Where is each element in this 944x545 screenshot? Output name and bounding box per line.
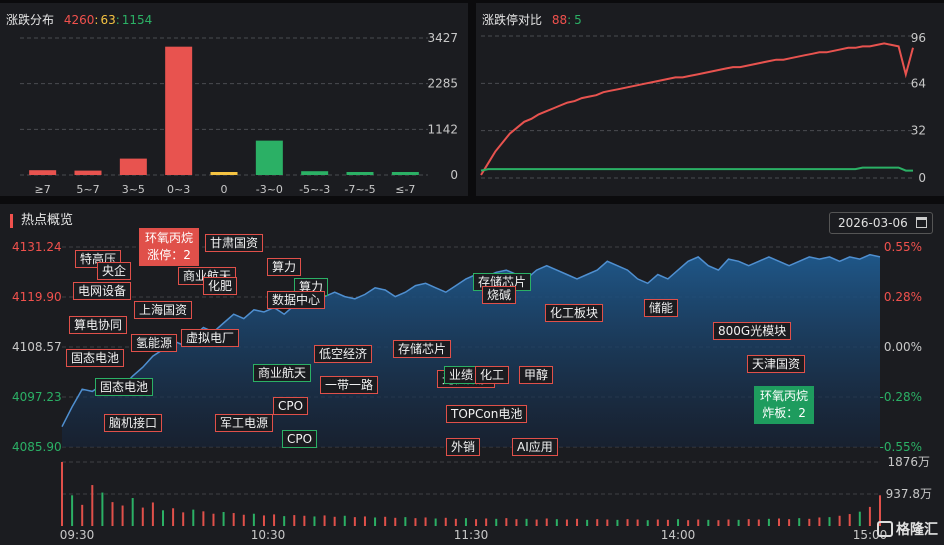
time-tick-label: 10:30 [251, 528, 286, 542]
limit-title: 涨跌停对比 [482, 13, 543, 27]
volume-tick-label: 937.8万 [886, 487, 932, 501]
hot-tag[interactable]: 业绩 [444, 366, 479, 384]
distribution-bar-chart: 3427 2285 1142 0 ≥7 5~7 3~5 0~3 0 -3~0 -5~-3 -7~-5 ≤… [20, 31, 458, 196]
hot-tag[interactable]: 算电协同 [69, 316, 128, 334]
rise-fall-distribution-panel: 涨跌分布 4260: 63: 1154 3427 2285 1142 0 ≥7 5~7 3~5 0… [0, 3, 468, 196]
hot-tag[interactable]: CPO [282, 430, 318, 448]
pct-tick-label: 0.00% [884, 340, 922, 354]
hot-tag[interactable]: 军工电源 [215, 414, 274, 432]
limit-line-chart: 96 64 32 0 [480, 31, 926, 185]
bar [119, 158, 147, 175]
hot-tag[interactable]: 央企 [97, 262, 132, 280]
x-tick-label: -5~-3 [299, 183, 330, 196]
hot-tag[interactable]: 氢能源 [131, 334, 178, 352]
y-tick-label: 0 [450, 168, 458, 182]
hot-tag[interactable]: 商业航天 [253, 364, 312, 382]
x-tick-label: -3~0 [256, 183, 283, 196]
series-line [480, 42, 914, 176]
hot-tag[interactable]: 烧碱 [482, 286, 517, 304]
hot-tag[interactable]: CPO [273, 397, 309, 415]
hot-tag[interactable]: 化工 [475, 366, 510, 384]
up-count: 4260 [63, 13, 95, 27]
y-tick-label: 2285 [427, 77, 458, 91]
time-tick-label: 14:00 [661, 528, 696, 542]
limit-up-count: 88 [551, 13, 568, 27]
hot-tag[interactable]: 甘肃国资 [205, 234, 264, 252]
price-tick-label: 4119.90 [12, 290, 62, 304]
logo-icon [877, 521, 893, 537]
time-tick-label: 11:30 [454, 528, 489, 542]
hot-tag[interactable]: 环氧丙烷 炸板：2 [754, 386, 815, 424]
hot-tag[interactable]: TOPCon电池 [446, 405, 528, 423]
x-tick-label: 0~3 [167, 183, 190, 196]
hot-overview-panel: 热点概览 2026-03-06 4131.24 0.55% 4119.90 0.28%… [0, 204, 944, 545]
distribution-title-row: 涨跌分布 4260: 63: 1154 [6, 13, 153, 27]
hot-tag[interactable]: 化工板块 [545, 304, 604, 322]
x-tick-label: -7~-5 [344, 183, 375, 196]
bar [301, 171, 329, 175]
hot-tag[interactable]: 脑机接口 [104, 414, 163, 432]
y-tick-label: 1142 [427, 122, 458, 136]
distribution-title: 涨跌分布 [6, 13, 55, 27]
calendar-icon[interactable] [916, 217, 927, 228]
bar [165, 46, 193, 176]
pct-tick-label: 0.55% [884, 240, 922, 254]
hot-tag[interactable]: AI应用 [512, 438, 558, 456]
price-tick-label: 4097.23 [12, 390, 62, 404]
pct-tick-label: -0.55% [880, 440, 922, 454]
hot-tag[interactable]: 800G光模块 [713, 322, 792, 340]
hot-tag[interactable]: 上海国资 [134, 301, 193, 319]
bar [74, 170, 102, 175]
hot-overview-title: 热点概览 [10, 214, 73, 228]
hot-tag[interactable]: 固态电池 [95, 378, 154, 396]
price-tick-label: 4085.90 [12, 440, 62, 454]
hot-tag[interactable]: 算力 [267, 258, 302, 276]
bar [346, 172, 374, 175]
hot-tag[interactable]: 虚拟电厂 [181, 329, 240, 347]
hot-tag[interactable]: 存储芯片 [393, 340, 452, 358]
x-tick-label: 0 [221, 183, 228, 196]
hot-tag[interactable]: 外销 [446, 438, 481, 456]
hot-tag[interactable]: 低空经济 [314, 345, 373, 363]
hot-tag[interactable]: 电网设备 [73, 282, 132, 300]
hot-tag[interactable]: 数据中心 [267, 291, 326, 309]
hot-tag[interactable]: 甲醇 [519, 366, 554, 384]
date-picker[interactable]: 2026-03-06 [829, 212, 933, 234]
date-value: 2026-03-06 [838, 216, 908, 230]
hot-tag[interactable]: 储能 [644, 299, 679, 317]
y-tick-label: 64 [911, 76, 926, 90]
y-tick-label: 96 [911, 31, 926, 45]
hot-tag[interactable]: 一带一路 [320, 376, 379, 394]
limit-title-row: 涨跌停对比 88: 5 [482, 13, 582, 27]
hot-tag[interactable]: 天津国资 [747, 355, 806, 373]
pct-tick-label: -0.28% [880, 390, 922, 404]
down-count: 1154 [121, 13, 153, 27]
bar [29, 170, 57, 175]
y-tick-label: 0 [918, 171, 926, 185]
series-line [480, 166, 913, 172]
price-tick-label: 4108.57 [12, 340, 62, 354]
pct-tick-label: 0.28% [884, 290, 922, 304]
watermark: 格隆汇 [877, 519, 938, 539]
hot-tag[interactable]: 环氧丙烷 涨停：2 [139, 228, 200, 266]
volume-tick-label: 1876万 [887, 455, 930, 469]
hot-tag[interactable]: 化肥 [203, 277, 238, 295]
y-tick-label: 3427 [427, 31, 458, 45]
x-tick-label: 5~7 [76, 183, 99, 196]
bar [210, 172, 238, 175]
y-tick-label: 32 [911, 124, 926, 138]
hot-tag[interactable]: 固态电池 [66, 349, 125, 367]
limit-down-count: 5 [574, 13, 582, 27]
x-tick-label: ≥7 [35, 183, 51, 196]
flat-count: 63 [100, 13, 116, 27]
x-tick-label: ≤-7 [395, 183, 415, 196]
price-tick-label: 4131.24 [12, 240, 62, 254]
time-tick-label: 09:30 [60, 528, 95, 542]
bar [391, 172, 419, 175]
bar [255, 140, 283, 175]
x-tick-label: 3~5 [122, 183, 145, 196]
limit-compare-panel: 涨跌停对比 88: 5 96 64 32 0 [476, 3, 944, 196]
